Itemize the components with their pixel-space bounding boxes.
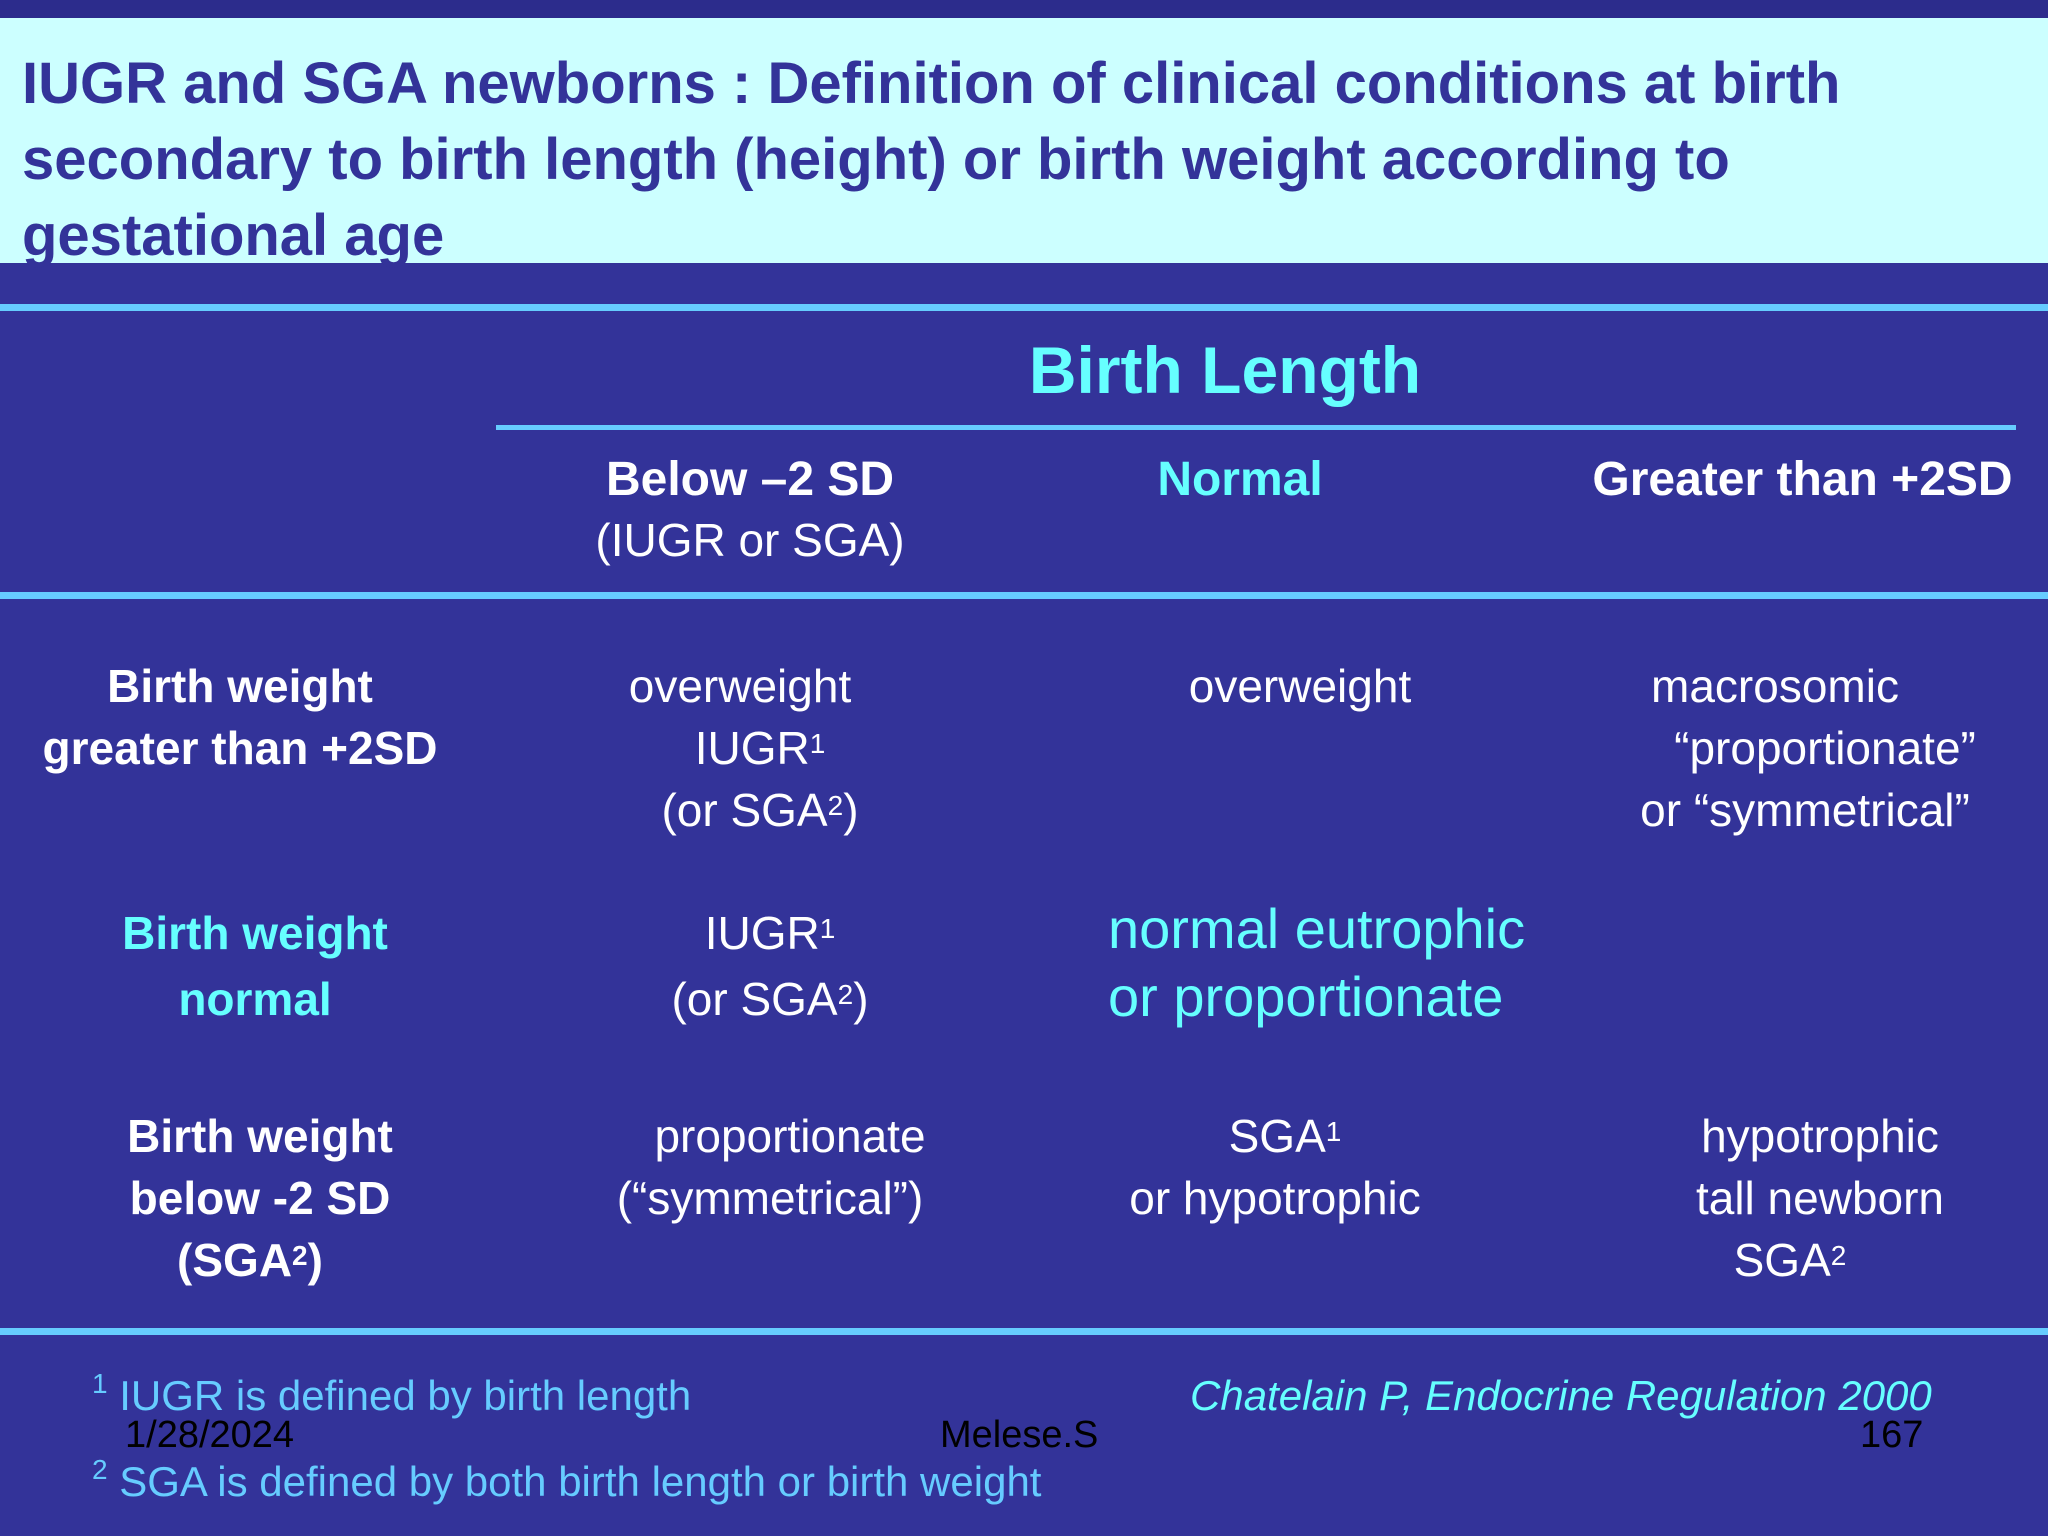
table-top-rule (0, 304, 2048, 311)
column-header-sub: (IUGR or SGA) (595, 514, 905, 566)
cell-line: tall newborn (1695, 1172, 1945, 1224)
cell-line: SGA2 (1733, 1234, 1847, 1286)
cell-line: hypotrophic (1701, 1110, 1939, 1162)
column-header-greater: Greater than +2SD (1555, 452, 2048, 507)
cell-line: or “symmetrical” (1640, 784, 1970, 836)
citation: Chatelain P, Endocrine Regulation 2000 (1190, 1372, 1932, 1419)
cell-line: (“symmetrical”) (616, 1172, 924, 1224)
row-header-line: Birth weight (122, 907, 388, 959)
footer-page-number: 167 (1860, 1414, 1924, 1456)
row-header-line: Birth weight (127, 1110, 393, 1162)
group-header-birth-length: Birth Length (1028, 333, 1422, 407)
column-header-label: Normal (1157, 453, 1323, 506)
slide-title: IUGR and SGA newborns : Definition of cl… (22, 51, 1841, 268)
table-cell: overweight (1080, 655, 1520, 717)
table-bottom-rule (0, 1328, 2048, 1335)
column-header-normal: Normal (1000, 452, 1480, 507)
column-header-label: Greater than +2SD (1592, 453, 2013, 506)
group-header-rule (496, 425, 2016, 430)
table-cell: macrosomic “proportionate” or “symmetric… (1570, 655, 2040, 841)
footer-date: 1/28/2024 (125, 1414, 295, 1456)
footnote-1: 1 IUGR is defined by birth length (92, 1368, 692, 1419)
cell-line: IUGR1 (704, 907, 836, 959)
column-header-label: Below –2 SD (605, 453, 895, 506)
cell-line: (or SGA2) (671, 973, 869, 1025)
row-header-weight-normal: Birth weight normal (30, 900, 480, 1032)
cell-line: “proportionate” (1674, 722, 1976, 774)
row-header-line: Birth weight (107, 660, 373, 712)
row-header-weight-greater: Birth weight greater than +2SD (15, 655, 465, 779)
table-cell: IUGR1 (or SGA2) (550, 900, 990, 1032)
cell-line: IUGR1 (694, 722, 826, 774)
cell-line: macrosomic (1651, 660, 1899, 712)
cell-line: or proportionate (1108, 965, 1504, 1028)
header-bottom-rule (0, 592, 2048, 599)
column-header-below: Below –2 SD (IUGR or SGA) (500, 452, 1000, 567)
table-cell: overweight IUGR1 (or SGA2) (520, 655, 960, 841)
cell-line: SGA1 (1228, 1110, 1342, 1162)
table-cell: normal eutrophic or proportionate (1108, 895, 1628, 1031)
row-header-line: below -2 SD (129, 1172, 391, 1224)
cell-line: overweight (1188, 660, 1412, 712)
table-cell: proportionate (“symmetrical”) (540, 1105, 1000, 1229)
title-box: IUGR and SGA newborns : Definition of cl… (0, 18, 2048, 268)
cell-line: proportionate (654, 1110, 926, 1162)
footnote-2: 2 SGA is defined by both birth length or… (92, 1454, 1042, 1505)
table-cell: SGA1 or hypotrophic (1060, 1105, 1490, 1229)
row-header-line: (SGA2) (177, 1234, 323, 1286)
cell-line: overweight (628, 660, 852, 712)
row-header-line: greater than +2SD (42, 722, 438, 774)
cell-line: (or SGA2) (661, 784, 859, 836)
top-strip (0, 0, 2048, 18)
cell-line: normal eutrophic (1108, 897, 1526, 960)
cell-line: or hypotrophic (1129, 1172, 1421, 1224)
row-header-weight-below: Birth weight below -2 SD (SGA2) (35, 1105, 485, 1291)
table-cell: hypotrophic tall newborn SGA2 (1600, 1105, 2040, 1291)
footer-author: Melese.S (940, 1414, 1099, 1456)
row-header-line: normal (178, 973, 332, 1025)
